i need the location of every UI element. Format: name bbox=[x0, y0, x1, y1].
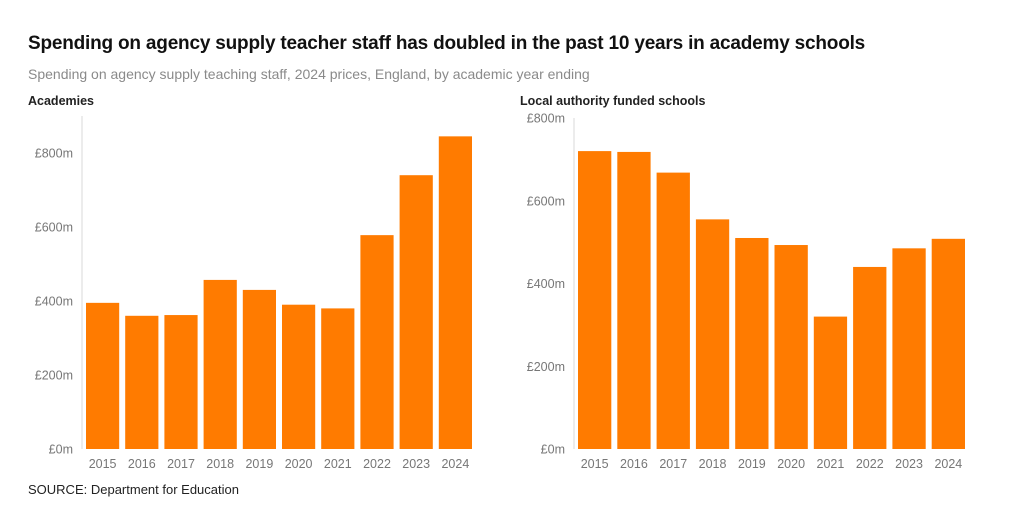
bar bbox=[617, 151, 651, 450]
panel-title: Academies bbox=[28, 94, 94, 108]
y-tick-label: £600m bbox=[35, 221, 73, 235]
bar bbox=[438, 136, 472, 449]
bar bbox=[203, 279, 237, 449]
bar bbox=[164, 315, 198, 449]
x-tick-label: 2015 bbox=[89, 457, 117, 471]
y-tick-label: £600m bbox=[527, 194, 565, 208]
bar bbox=[321, 308, 355, 449]
panel-title: Local authority funded schools bbox=[520, 94, 705, 108]
x-tick-label: 2020 bbox=[285, 457, 313, 471]
x-tick-label: 2016 bbox=[620, 457, 648, 471]
x-tick-label: 2017 bbox=[659, 457, 687, 471]
bar bbox=[813, 316, 848, 449]
bar bbox=[242, 289, 276, 449]
y-tick-label: £0m bbox=[49, 443, 73, 457]
x-tick-label: 2024 bbox=[441, 457, 469, 471]
x-tick-label: 2024 bbox=[934, 457, 962, 471]
x-tick-label: 2017 bbox=[167, 457, 195, 471]
x-tick-label: 2019 bbox=[245, 457, 273, 471]
bar bbox=[125, 315, 159, 449]
y-tick-label: £200m bbox=[527, 360, 565, 374]
x-tick-label: 2020 bbox=[777, 457, 805, 471]
source-note: SOURCE: Department for Education bbox=[28, 482, 239, 497]
y-tick-label: £400m bbox=[35, 295, 73, 309]
bar bbox=[399, 175, 433, 449]
x-tick-label: 2023 bbox=[895, 457, 923, 471]
x-tick-label: 2023 bbox=[402, 457, 430, 471]
x-tick-label: 2022 bbox=[856, 457, 884, 471]
x-tick-label: 2015 bbox=[581, 457, 609, 471]
y-tick-label: £800m bbox=[35, 147, 73, 161]
bar bbox=[282, 304, 316, 449]
y-tick-label: £400m bbox=[527, 277, 565, 291]
y-tick-label: £800m bbox=[527, 112, 565, 126]
y-tick-label: £200m bbox=[35, 369, 73, 383]
x-tick-label: 2018 bbox=[206, 457, 234, 471]
bar bbox=[656, 172, 690, 450]
bar bbox=[853, 266, 887, 449]
x-tick-label: 2019 bbox=[738, 457, 766, 471]
chart-title: Spending on agency supply teacher staff … bbox=[28, 33, 866, 54]
bar bbox=[695, 219, 730, 449]
bar bbox=[86, 302, 120, 449]
x-tick-label: 2021 bbox=[817, 457, 845, 471]
bar bbox=[774, 245, 808, 449]
y-tick-label: £0m bbox=[541, 443, 565, 457]
bar bbox=[892, 248, 926, 449]
bar bbox=[578, 151, 612, 449]
x-tick-label: 2018 bbox=[699, 457, 727, 471]
x-tick-label: 2021 bbox=[324, 457, 352, 471]
bar bbox=[931, 238, 965, 449]
bar bbox=[360, 235, 394, 449]
x-tick-label: 2022 bbox=[363, 457, 391, 471]
chart-subtitle: Spending on agency supply teaching staff… bbox=[28, 66, 590, 82]
x-tick-label: 2016 bbox=[128, 457, 156, 471]
bar bbox=[735, 237, 769, 449]
